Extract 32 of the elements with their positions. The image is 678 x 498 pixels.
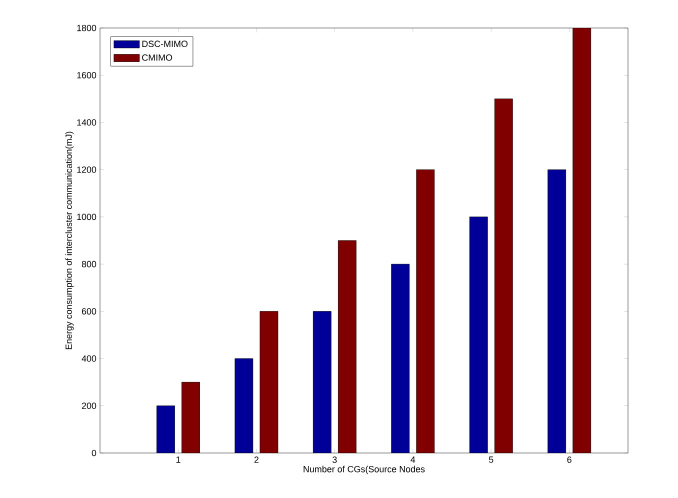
bar	[234, 358, 254, 453]
x-tick-label: 6	[567, 456, 572, 463]
x-tick-label: 3	[332, 456, 337, 463]
x-tick-label: 1	[176, 456, 180, 463]
legend-label: DSC-MIMO	[142, 40, 188, 48]
x-tick-label: 2	[254, 456, 258, 463]
bar	[338, 240, 356, 453]
legend-label: CMIMO	[142, 54, 172, 61]
bar	[469, 216, 488, 453]
y-tick-label: 200	[82, 402, 96, 409]
bar	[156, 406, 175, 453]
y-tick-label: 400	[82, 355, 96, 362]
bar	[548, 169, 566, 453]
y-tick-label: 600	[82, 308, 96, 315]
bar	[260, 311, 278, 453]
y-tick-label: 0	[92, 450, 96, 456]
y-tick-label: 1400	[77, 119, 96, 126]
bar	[416, 169, 435, 453]
x-tick-label: 5	[488, 456, 494, 463]
bar	[494, 98, 513, 453]
y-tick-label: 1200	[77, 166, 96, 173]
x-axis-title: Number of CGs(Source Nodes	[304, 466, 425, 474]
bar	[182, 382, 200, 453]
y-tick-label: 1000	[77, 214, 96, 220]
y-tick-label: 800	[82, 260, 96, 268]
bar	[572, 28, 592, 453]
y-axis-title: Energy consumption of intercluster communication(mJ)	[65, 132, 74, 350]
y-tick-label: 1800	[77, 24, 96, 32]
bar	[391, 264, 410, 453]
y-tick-label: 1600	[77, 72, 96, 78]
bar	[312, 311, 332, 453]
x-tick-label: 4	[410, 456, 416, 463]
